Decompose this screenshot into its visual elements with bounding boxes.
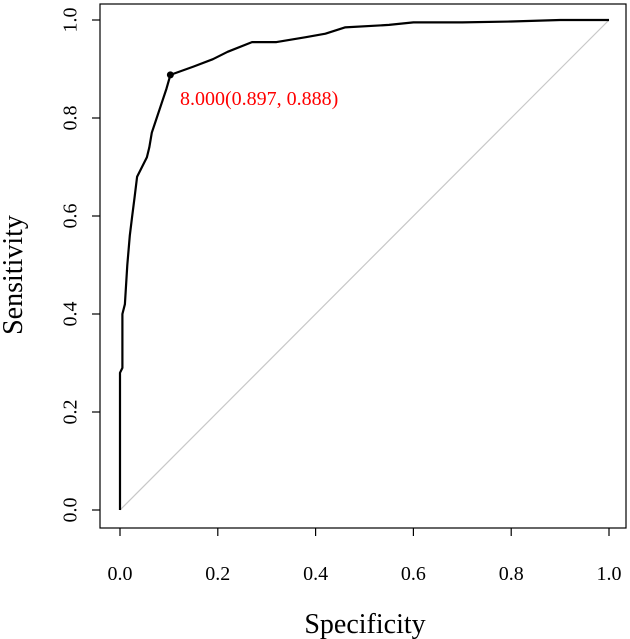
y-tick-label: 0.0 — [60, 498, 82, 523]
x-tick-label: 0.0 — [108, 563, 133, 585]
x-tick-label: 1.0 — [597, 563, 622, 585]
x-tick-label: 0.2 — [205, 563, 230, 585]
y-tick-label: 1.0 — [60, 8, 82, 33]
y-tick-label: 0.8 — [60, 106, 82, 131]
x-tick-label: 0.8 — [499, 563, 524, 585]
x-tick-label: 0.4 — [303, 563, 328, 585]
x-axis-title: Specificity — [304, 609, 425, 639]
y-tick-label: 0.4 — [60, 302, 82, 327]
y-axis-title: Sensitivity — [0, 215, 29, 335]
y-tick-label: 0.2 — [60, 400, 82, 425]
roc-curve-line — [118, 18, 609, 510]
plot-frame — [99, 3, 627, 529]
threshold-point-marker — [166, 71, 174, 79]
y-tick-label: 0.6 — [60, 204, 82, 229]
reference-diagonal-line — [119, 19, 610, 511]
threshold-annotation: 8.000(0.897, 0.888) — [180, 88, 338, 110]
x-tick-label: 0.6 — [401, 563, 426, 585]
